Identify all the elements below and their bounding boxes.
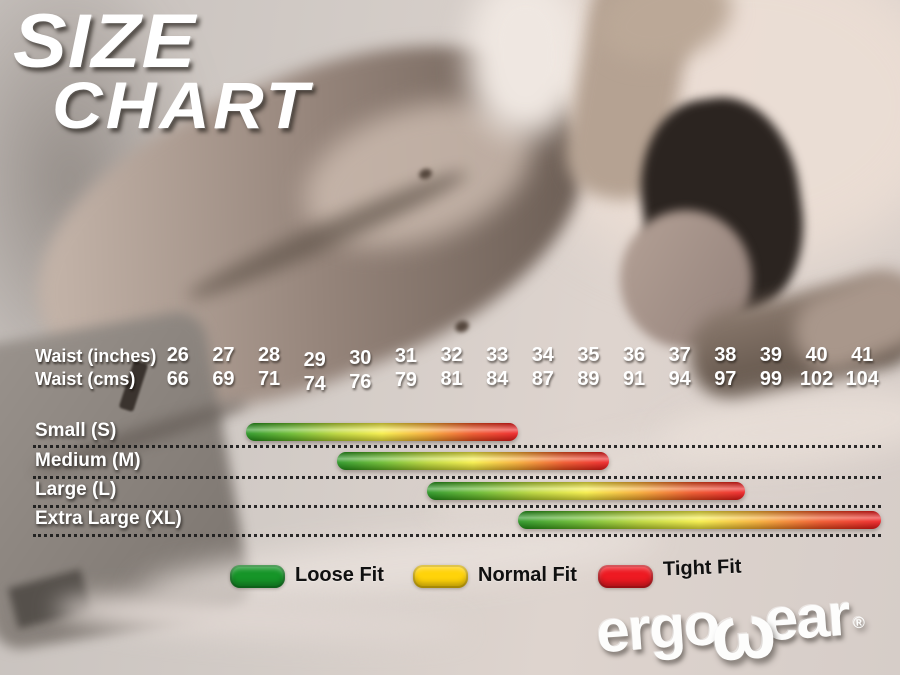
waist-value: 84 bbox=[486, 368, 509, 390]
waist-value: 91 bbox=[622, 368, 646, 390]
waist-value: 27 bbox=[212, 344, 235, 366]
logo-part-ear: ear bbox=[762, 580, 851, 654]
waist-cms-label: Waist (cms) bbox=[35, 369, 136, 389]
waist-value: 34 bbox=[531, 344, 554, 366]
dotted-separator-4 bbox=[33, 534, 881, 537]
waist-value: 38 bbox=[714, 344, 737, 366]
size-bar-large bbox=[427, 482, 746, 500]
logo-w-glyph: ω bbox=[708, 587, 777, 675]
waist-value: 102 bbox=[799, 368, 834, 390]
logo-part-ergo: ergo bbox=[593, 589, 721, 666]
size-label-small: Small (S) bbox=[35, 420, 117, 441]
size-label-xl: Extra Large (XL) bbox=[35, 508, 182, 529]
waist-value: 69 bbox=[212, 368, 235, 390]
waist-value: 81 bbox=[440, 368, 463, 390]
waist-value: 35 bbox=[577, 344, 600, 366]
waist-value: 36 bbox=[622, 344, 646, 366]
waist-value: 32 bbox=[440, 344, 463, 366]
dotted-separator-2 bbox=[33, 476, 881, 479]
legend-swatch-normal bbox=[413, 565, 468, 588]
legend-label-normal: Normal Fit bbox=[478, 564, 577, 586]
waist-value: 30 bbox=[349, 347, 372, 369]
size-label-medium: Medium (M) bbox=[35, 450, 141, 471]
waist-value: 33 bbox=[486, 344, 509, 366]
waist-value: 29 bbox=[303, 349, 326, 371]
sheet-between-arm bbox=[468, 0, 583, 135]
waist-value: 39 bbox=[759, 344, 783, 366]
waist-value: 99 bbox=[759, 368, 783, 390]
waist-value: 40 bbox=[805, 344, 828, 366]
waist-value: 28 bbox=[257, 344, 281, 366]
waist-value: 74 bbox=[303, 373, 326, 395]
waist-value: 71 bbox=[257, 368, 281, 390]
waist-value: 37 bbox=[668, 344, 691, 366]
waist-value: 87 bbox=[531, 368, 554, 390]
waist-value: 66 bbox=[166, 368, 189, 390]
waist-value: 31 bbox=[394, 345, 418, 367]
waist-inches-row: 26 27 28 29 30 31 32 33 34 35 36 37 38 39 40 41 bbox=[155, 344, 885, 371]
dotted-separator-3 bbox=[33, 505, 881, 508]
page-title-line-1: SIZE bbox=[13, 0, 197, 84]
waist-value: 94 bbox=[668, 368, 691, 390]
waist-cms-row: 66 69 71 74 76 79 81 84 87 89 91 94 97 99 102 104 bbox=[155, 368, 885, 395]
registered-trademark-icon: ® bbox=[852, 614, 866, 633]
waist-value: 104 bbox=[845, 368, 879, 390]
waist-value: 89 bbox=[577, 368, 600, 390]
ergowear-logo: ergoωear ® bbox=[593, 579, 867, 675]
size-bar-xl bbox=[518, 511, 882, 529]
waist-value: 76 bbox=[349, 371, 372, 393]
waist-value: 26 bbox=[166, 344, 189, 366]
dotted-separator-1 bbox=[33, 445, 881, 448]
legend-swatch-loose bbox=[230, 565, 285, 588]
legend-label-tight: Tight Fit bbox=[662, 555, 742, 581]
legend-swatch-tight bbox=[598, 565, 653, 588]
waist-inches-label: Waist (inches) bbox=[35, 346, 157, 366]
waist-value: 41 bbox=[851, 344, 874, 366]
size-bar-small bbox=[245, 423, 519, 441]
size-bar-medium bbox=[336, 452, 610, 470]
size-label-large: Large (L) bbox=[35, 479, 117, 500]
waist-value: 97 bbox=[714, 368, 737, 390]
waist-value: 79 bbox=[394, 369, 418, 391]
legend-label-loose: Loose Fit bbox=[295, 564, 384, 586]
page-title-line-2: CHART bbox=[52, 68, 312, 142]
